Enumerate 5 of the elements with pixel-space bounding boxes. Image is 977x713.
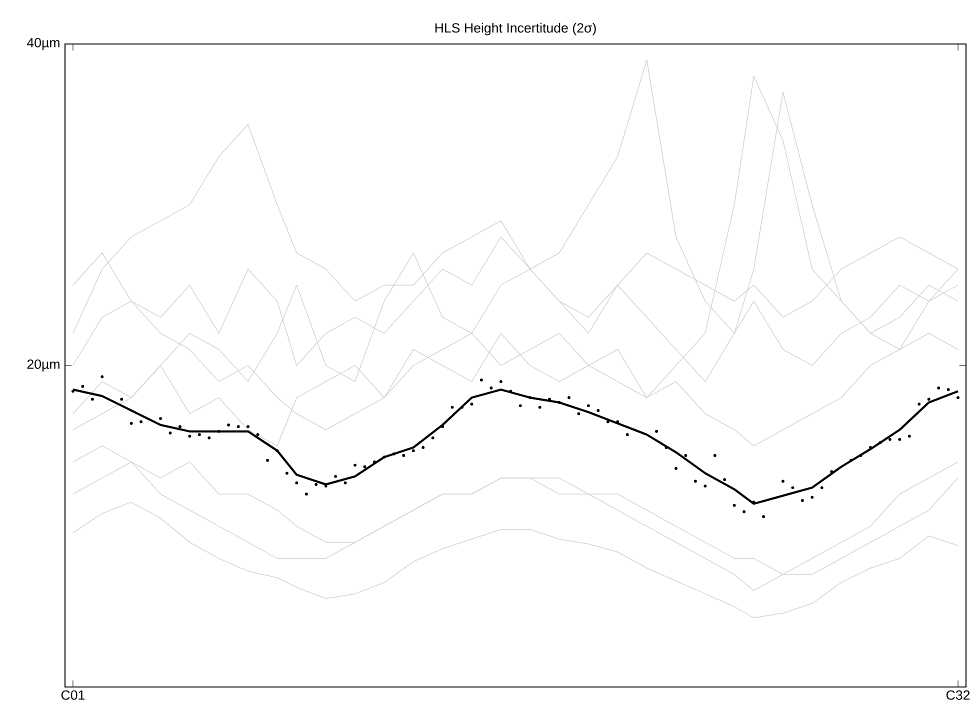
chart-title: HLS Height Incertitude (2σ) (435, 22, 596, 36)
x-tick-label: C01 (61, 690, 85, 700)
x-tick-label: C32 (946, 690, 970, 700)
y-tick-label: 40µm (26, 38, 60, 50)
y-tick-label: 20µm (27, 359, 60, 372)
